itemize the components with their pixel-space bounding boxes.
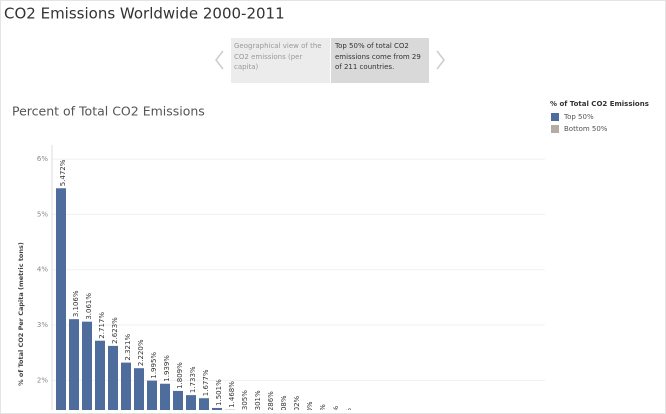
next-arrow[interactable] xyxy=(436,50,445,70)
value-label: 1.301% xyxy=(254,390,262,414)
value-label: 1.020% xyxy=(332,406,340,414)
bar xyxy=(173,390,183,410)
value-label: 0.980% xyxy=(345,408,353,414)
bar xyxy=(199,398,209,410)
story-point-selected[interactable] xyxy=(331,38,429,83)
prev-arrow[interactable] xyxy=(215,50,224,70)
value-label: 2.717% xyxy=(98,312,106,339)
story-point[interactable] xyxy=(231,38,330,83)
bar xyxy=(121,362,131,410)
value-label: 1.995% xyxy=(150,352,158,379)
value-label: 1.100% xyxy=(306,401,314,414)
value-label: 3.061% xyxy=(85,293,93,320)
y-tick-label: 2% xyxy=(37,376,48,384)
bar xyxy=(56,188,66,410)
value-label: 2.623% xyxy=(111,317,119,344)
chart-title: Percent of Total CO2 Emissions xyxy=(12,104,205,119)
bar xyxy=(134,368,144,410)
bar xyxy=(69,319,79,410)
value-label: 1.468% xyxy=(228,381,236,408)
story-text-1: Top 50% of total CO2 emissions come from… xyxy=(335,42,421,71)
bar xyxy=(225,409,235,410)
bar xyxy=(186,395,196,410)
value-label: 1.305% xyxy=(241,390,249,414)
y-tick-label: 3% xyxy=(37,321,48,329)
story-text: Geographical view of the CO2 emissions (… xyxy=(234,42,322,71)
value-label: 1.677% xyxy=(202,369,210,396)
bar xyxy=(212,407,222,410)
y-tick-label: 6% xyxy=(37,155,48,163)
value-label: 3.106% xyxy=(72,290,80,317)
legend-swatch xyxy=(551,113,559,121)
legend-swatch xyxy=(551,125,559,133)
value-label: 1.939% xyxy=(163,355,171,382)
legend-title: % of Total CO2 Emissions xyxy=(550,100,649,108)
bar xyxy=(108,345,118,410)
legend-label: Bottom 50% xyxy=(564,125,608,133)
story-text-0: Geographical view of the CO2 emissions (… xyxy=(234,42,322,71)
bar xyxy=(82,321,92,410)
value-label: 1.809% xyxy=(176,362,184,389)
value-label: 1.733% xyxy=(189,366,197,393)
value-label: 2.220% xyxy=(137,339,145,366)
bar xyxy=(160,383,170,410)
value-label: 1.208% xyxy=(280,395,288,414)
bar xyxy=(95,340,105,410)
dashboard-title: CO2 Emissions Worldwide 2000-2011 xyxy=(4,5,285,23)
plot: 5.472% 3.106% 3.061% 2.717% 2.623% 2.321% 2.22… xyxy=(52,158,545,414)
value-label: 1.501% xyxy=(215,379,223,406)
bar xyxy=(147,380,157,410)
value-label: 1.286% xyxy=(267,391,275,414)
y-tick-label: 4% xyxy=(37,266,48,274)
y-axis-label: % of Total CO2 Per Capita (metric tons) xyxy=(17,242,25,386)
value-label: 5.472% xyxy=(59,159,67,186)
story-text: Top 50% of total CO2 emissions come from… xyxy=(335,42,421,71)
value-label: 1.202% xyxy=(293,395,301,414)
value-label: 1.050% xyxy=(319,404,327,414)
value-label: 2.321% xyxy=(124,334,132,361)
y-tick-label: 5% xyxy=(37,210,48,218)
legend-label: Top 50% xyxy=(563,113,594,121)
